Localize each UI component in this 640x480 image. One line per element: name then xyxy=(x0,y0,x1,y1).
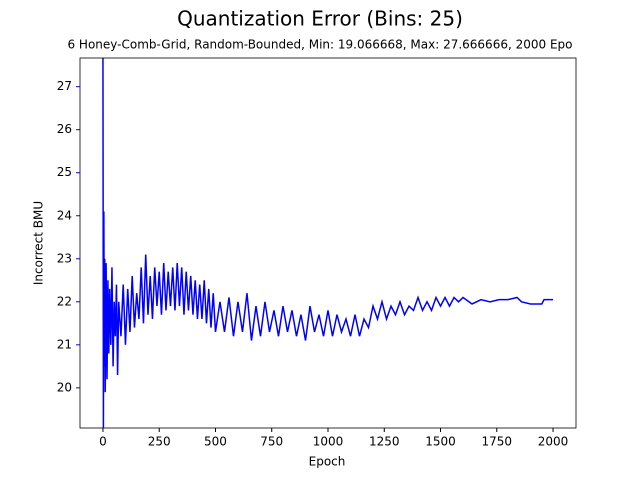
x-tick-label: 1750 xyxy=(482,435,513,449)
x-tick-label: 750 xyxy=(260,435,283,449)
y-tick-label: 21 xyxy=(57,337,72,351)
x-axis-label: Epoch xyxy=(309,455,346,469)
chart-subtitle: 6 Honey-Comb-Grid, Random-Bounded, Min: … xyxy=(67,38,572,52)
y-tick-label: 22 xyxy=(57,294,72,308)
x-tick-label: 0 xyxy=(99,435,107,449)
data-line xyxy=(102,58,554,428)
y-tick-label: 26 xyxy=(57,122,72,136)
plot-frame xyxy=(79,57,577,429)
y-tick-label: 24 xyxy=(57,208,72,222)
y-tick-label: 23 xyxy=(57,251,72,265)
y-axis-label: Incorrect BMU xyxy=(32,201,46,285)
x-tick-label: 1500 xyxy=(425,435,456,449)
chart-title: Quantization Error (Bins: 25) xyxy=(177,7,463,31)
x-tick-label: 2000 xyxy=(538,435,569,449)
y-tick-label: 27 xyxy=(57,79,72,93)
x-tick-label: 250 xyxy=(148,435,171,449)
y-tick-label: 20 xyxy=(57,380,72,394)
x-tick-label: 500 xyxy=(204,435,227,449)
x-tick-label: 1250 xyxy=(369,435,400,449)
y-tick-label: 25 xyxy=(57,165,72,179)
x-tick-label: 1000 xyxy=(313,435,344,449)
